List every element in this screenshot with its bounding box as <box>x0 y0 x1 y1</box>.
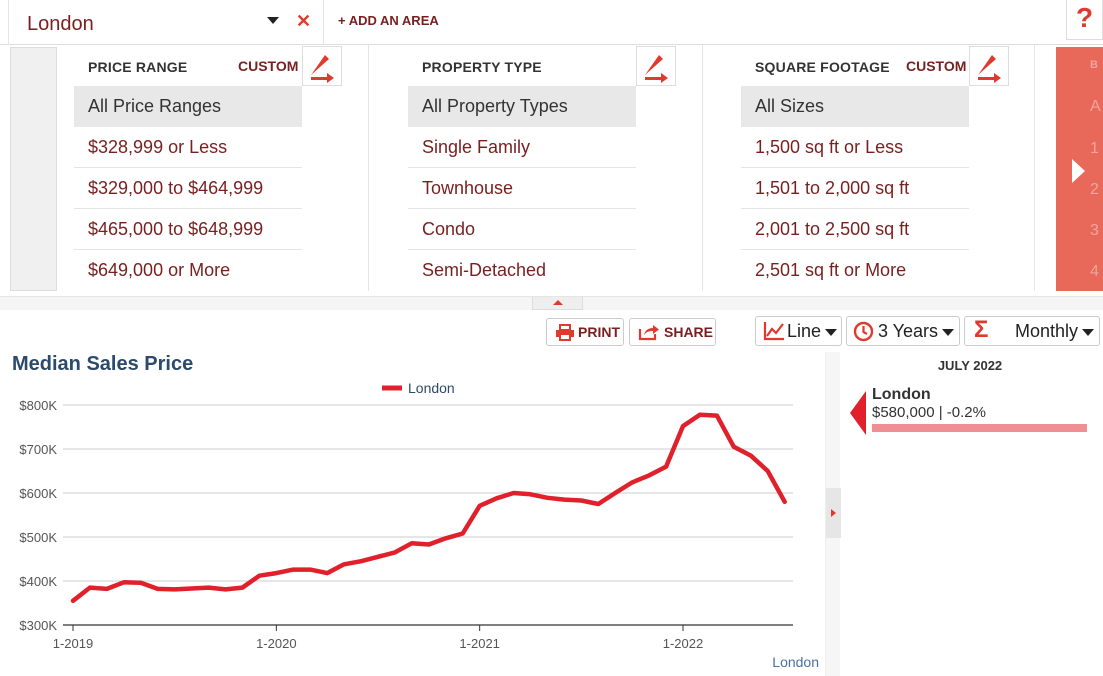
partial-heading: B <box>1090 59 1098 71</box>
period-value: 3 Years <box>878 321 939 341</box>
partial-option: 2 <box>1090 181 1099 198</box>
chevron-up-icon <box>553 300 563 305</box>
printer-icon <box>556 324 574 341</box>
expand-arrow-icon <box>978 55 1001 83</box>
collapse-filters-button[interactable] <box>532 297 583 310</box>
property-type-filter: PROPERTY TYPE All Property Types Single … <box>408 45 678 295</box>
sqft-option[interactable]: 1,501 to 2,000 sq ft <box>741 168 969 209</box>
series-marker-icon <box>850 391 866 435</box>
price-option[interactable]: $328,999 or Less <box>74 127 302 168</box>
x-tick-label: 1-2020 <box>256 636 296 651</box>
price-expand-button[interactable] <box>302 46 342 86</box>
hover-area-name: London <box>872 386 931 403</box>
price-range-heading: PRICE RANGE <box>88 59 188 75</box>
period-dropdown[interactable]: 3 Years <box>846 316 960 346</box>
price-custom-button[interactable]: CUSTOM <box>238 58 299 74</box>
sqft-option[interactable]: 1,500 sq ft or Less <box>741 127 969 168</box>
partial-option: 1 <box>1090 140 1099 157</box>
property-option-all[interactable]: All Property Types <box>408 86 636 127</box>
chart-type-dropdown[interactable]: Line <box>755 316 842 346</box>
property-expand-button[interactable] <box>636 46 676 86</box>
expand-arrow-icon <box>311 55 334 83</box>
sqft-option-all[interactable]: All Sizes <box>741 86 969 127</box>
sigma-icon: Σ <box>974 316 989 343</box>
hover-value-bar <box>872 424 1087 432</box>
filters-panel: PRICE RANGE CUSTOM All Price Ranges $328… <box>0 45 1103 297</box>
y-tick-label: $800K <box>19 398 57 413</box>
clock-icon <box>853 321 874 342</box>
print-label: PRINT <box>578 324 620 340</box>
y-tick-label: $300K <box>19 618 57 633</box>
square-footage-filter: SQUARE FOOTAGE CUSTOM All Sizes 1,500 sq… <box>741 45 1011 295</box>
property-option[interactable]: Townhouse <box>408 168 636 209</box>
filters-prev-panel[interactable] <box>10 47 57 291</box>
x-tick-label: 1-2021 <box>459 636 499 651</box>
price-range-filter: PRICE RANGE CUSTOM All Price Ranges $328… <box>74 45 344 295</box>
property-option[interactable]: Single Family <box>408 127 636 168</box>
price-option[interactable]: $465,000 to $648,999 <box>74 209 302 250</box>
divider <box>1034 45 1035 291</box>
help-button[interactable]: ? <box>1066 0 1103 40</box>
chevron-down-icon[interactable] <box>267 17 279 24</box>
interval-dropdown[interactable]: Σ Monthly <box>964 316 1100 346</box>
print-button[interactable]: PRINT <box>546 318 624 346</box>
series-line-london <box>70 412 787 604</box>
y-tick-label: $600K <box>19 486 57 501</box>
median-price-chart: $300K $400K $500K $600K $700K $800K 1-2019 1-20… <box>19 380 819 670</box>
help-icon: ? <box>1075 2 1094 33</box>
side-panel-toggle[interactable] <box>826 488 841 538</box>
divider <box>368 45 369 291</box>
hover-date: JULY 2022 <box>937 358 1003 373</box>
share-label: SHARE <box>664 324 714 340</box>
price-option-all[interactable]: All Price Ranges <box>74 86 302 127</box>
property-type-heading: PROPERTY TYPE <box>422 59 542 75</box>
chevron-right-icon <box>1072 159 1085 183</box>
partial-option: 4 <box>1090 263 1099 280</box>
add-area-button[interactable]: + ADD AN AREA <box>338 13 439 28</box>
area-selector[interactable]: London ✕ <box>8 0 324 45</box>
sqft-option[interactable]: 2,001 to 2,500 sq ft <box>741 209 969 250</box>
chevron-down-icon <box>825 329 837 336</box>
price-option[interactable]: $329,000 to $464,999 <box>74 168 302 209</box>
chevron-right-icon <box>831 509 836 517</box>
divider <box>702 45 703 291</box>
y-tick-label: $700K <box>19 442 57 457</box>
sqft-option[interactable]: 2,501 sq ft or More <box>755 260 907 280</box>
y-tick-label: $500K <box>19 530 57 545</box>
sqft-expand-button[interactable] <box>969 46 1009 86</box>
chevron-down-icon <box>1082 329 1094 336</box>
hover-value: $580,000 | -0.2% <box>872 404 986 421</box>
line-chart-icon <box>763 322 784 341</box>
side-panel-handle[interactable] <box>825 352 841 676</box>
price-option[interactable]: $649,000 or More <box>88 260 231 280</box>
close-icon[interactable]: ✕ <box>296 11 312 31</box>
share-button[interactable]: SHARE <box>629 318 716 346</box>
partial-option: A <box>1090 98 1101 115</box>
chart-source-label: London <box>772 654 819 670</box>
chevron-down-icon <box>942 329 954 336</box>
expand-arrow-icon <box>645 55 668 83</box>
legend-label: London <box>408 380 455 396</box>
partial-option: 3 <box>1090 222 1099 239</box>
property-option[interactable]: Condo <box>408 209 636 250</box>
interval-value: Monthly <box>1015 321 1079 341</box>
filters-next-panel[interactable]: B A 1 2 3 4 <box>1056 47 1103 291</box>
top-bar: London ✕ + ADD AN AREA ? <box>0 0 1103 45</box>
chart-title: Median Sales Price <box>12 353 194 375</box>
x-tick-label: 1-2019 <box>53 636 93 651</box>
x-tick-label: 1-2022 <box>663 636 703 651</box>
area-name: London <box>27 13 94 35</box>
chart-type-value: Line <box>787 321 822 341</box>
share-icon <box>638 325 659 341</box>
sqft-custom-button[interactable]: CUSTOM <box>906 58 967 74</box>
y-tick-label: $400K <box>19 574 57 589</box>
property-option[interactable]: Semi-Detached <box>422 260 547 280</box>
square-footage-heading: SQUARE FOOTAGE <box>755 59 890 75</box>
